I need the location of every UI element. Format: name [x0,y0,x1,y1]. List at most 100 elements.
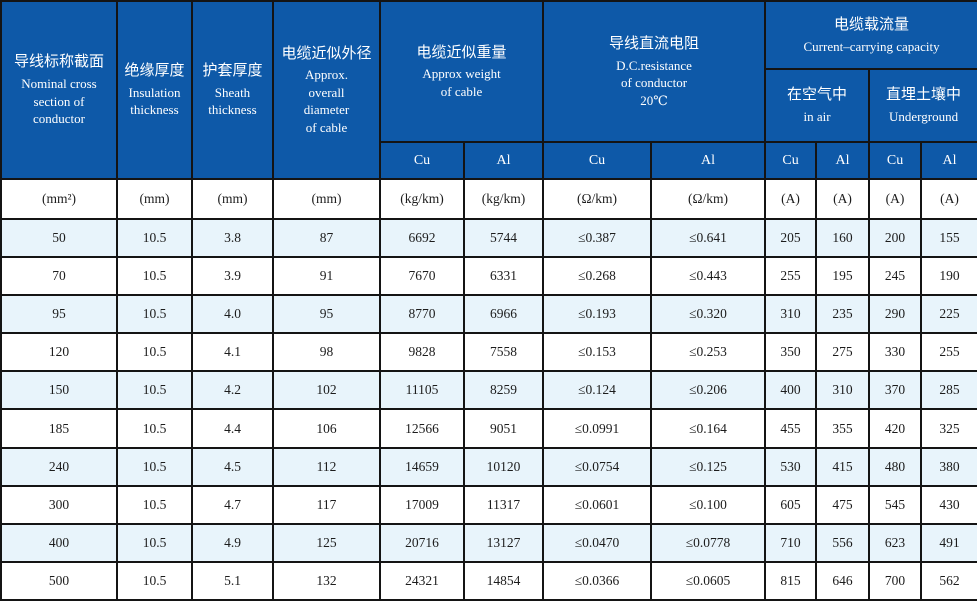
unit-resistance-cu: (Ω/km) [542,178,653,220]
label-zh: 导线直流电阻 [609,35,700,52]
cell-resistance-al: ≤0.0778 [650,522,767,563]
header-in-air: 在空气中 in air [764,68,871,143]
cell-air-al: 646 [815,560,871,601]
cell-resistance-al: ≤0.443 [650,256,767,297]
cell-nominal-section: 185 [0,408,118,449]
cell-resistance-al: ≤0.253 [650,332,767,373]
cell-sheath-thickness: 4.1 [191,332,274,373]
header-row-main: 导线标称截面 Nominal cross section of conducto… [0,0,977,180]
cell-nominal-section: 95 [0,294,118,335]
label-zh: 导线标称截面 [13,54,104,71]
table-body: 50 10.5 3.8 87 6692 5744 ≤0.387 ≤0.641 205 160 200… [0,217,977,601]
cell-underground-cu: 420 [868,408,923,449]
cell-overall-diameter: 91 [272,256,381,297]
cell-sheath-thickness: 3.9 [191,256,274,297]
unit-sheath-thickness: (mm) [191,178,274,220]
cell-sheath-thickness: 4.7 [191,484,274,525]
cell-resistance-cu: ≤0.0991 [542,408,653,449]
cell-weight-al: 9051 [462,408,545,449]
header-resistance-cu: Cu [542,141,653,180]
cell-weight-al: 7558 [462,332,545,373]
label-zh: 绝缘厚度 [124,63,185,80]
cell-weight-al: 14854 [462,560,545,601]
cell-underground-al: 225 [920,294,977,335]
label-zh: 电缆载流量 [834,16,910,33]
cell-underground-al: 380 [920,446,977,487]
cell-nominal-section: 500 [0,560,118,601]
header-air-cu: Cu [764,141,818,180]
cell-weight-al: 5744 [462,217,545,259]
cell-sheath-thickness: 5.1 [191,560,274,601]
cell-insulation-thickness: 10.5 [116,560,193,601]
cell-air-al: 275 [815,332,871,373]
label-en: D.C.resistance of conductor 20℃ [616,57,692,108]
cell-insulation-thickness: 10.5 [116,332,193,373]
cell-underground-al: 285 [920,370,977,411]
unit-underground-al: (A) [920,178,977,220]
label-zh: 在空气中 [787,87,848,104]
cell-nominal-section: 120 [0,332,118,373]
cell-underground-cu: 200 [868,217,923,259]
cell-resistance-al: ≤0.206 [650,370,767,411]
cell-air-al: 556 [815,522,871,563]
cell-insulation-thickness: 10.5 [116,256,193,297]
cell-air-cu: 350 [764,332,818,373]
cell-nominal-section: 240 [0,446,118,487]
header-resistance-al: Al [650,141,767,180]
cell-weight-cu: 17009 [379,484,465,525]
cell-underground-al: 190 [920,256,977,297]
cell-underground-al: 430 [920,484,977,525]
cell-air-cu: 255 [764,256,818,297]
cell-weight-cu: 24321 [379,560,465,601]
cell-resistance-al: ≤0.100 [650,484,767,525]
label-en: Nominal cross section of conductor [21,76,97,127]
label-en: in air [803,109,831,125]
cell-resistance-cu: ≤0.0470 [542,522,653,563]
cell-air-cu: 710 [764,522,818,563]
cell-nominal-section: 50 [0,217,118,259]
unit-weight-al: (kg/km) [462,178,545,220]
cell-overall-diameter: 125 [272,522,381,563]
table-row: 300 10.5 4.7 117 17009 11317 ≤0.0601 ≤0.100 605 4… [0,484,977,525]
cell-weight-cu: 8770 [379,294,465,335]
cell-weight-cu: 20716 [379,522,465,563]
cell-overall-diameter: 102 [272,370,381,411]
cell-underground-al: 325 [920,408,977,449]
cell-sheath-thickness: 3.8 [191,217,274,259]
cell-resistance-al: ≤0.164 [650,408,767,449]
header-underground-cu: Cu [868,141,923,180]
cell-underground-al: 155 [920,217,977,259]
header-row-environment: 在空气中 in air 直埋土壤中 Underground [1,68,977,143]
cell-weight-cu: 9828 [379,332,465,373]
cell-nominal-section: 150 [0,370,118,411]
cell-insulation-thickness: 10.5 [116,217,193,259]
unit-air-cu: (A) [764,178,818,220]
label-en: Sheath thickness [208,84,257,118]
cell-air-cu: 815 [764,560,818,601]
cell-resistance-cu: ≤0.0754 [542,446,653,487]
cell-resistance-al: ≤0.320 [650,294,767,335]
cell-sheath-thickness: 4.2 [191,370,274,411]
cell-weight-cu: 14659 [379,446,465,487]
unit-insulation-thickness: (mm) [116,178,193,220]
header-weight-cu: Cu [379,141,465,180]
table-header: 导线标称截面 Nominal cross section of conducto… [0,0,977,220]
cell-resistance-cu: ≤0.153 [542,332,653,373]
table-row: 70 10.5 3.9 91 7670 6331 ≤0.268 ≤0.443 255 195 245… [0,256,977,297]
header-weight-al: Al [462,141,545,180]
cell-resistance-cu: ≤0.0366 [542,560,653,601]
unit-resistance-al: (Ω/km) [650,178,767,220]
cell-weight-cu: 11105 [379,370,465,411]
label-en: Underground [888,109,959,125]
cell-weight-al: 10120 [462,446,545,487]
cell-air-cu: 605 [764,484,818,525]
cell-resistance-al: ≤0.0605 [650,560,767,601]
cell-air-cu: 530 [764,446,818,487]
header-approx-weight: 电缆近似重量 Approx weight of cable [378,0,545,143]
header-row-material: Cu Al Cu Al Cu Al Cu Al [1,141,977,180]
cell-underground-cu: 480 [868,446,923,487]
cell-resistance-cu: ≤0.0601 [542,484,653,525]
cell-air-al: 235 [815,294,871,335]
cell-air-al: 310 [815,370,871,411]
